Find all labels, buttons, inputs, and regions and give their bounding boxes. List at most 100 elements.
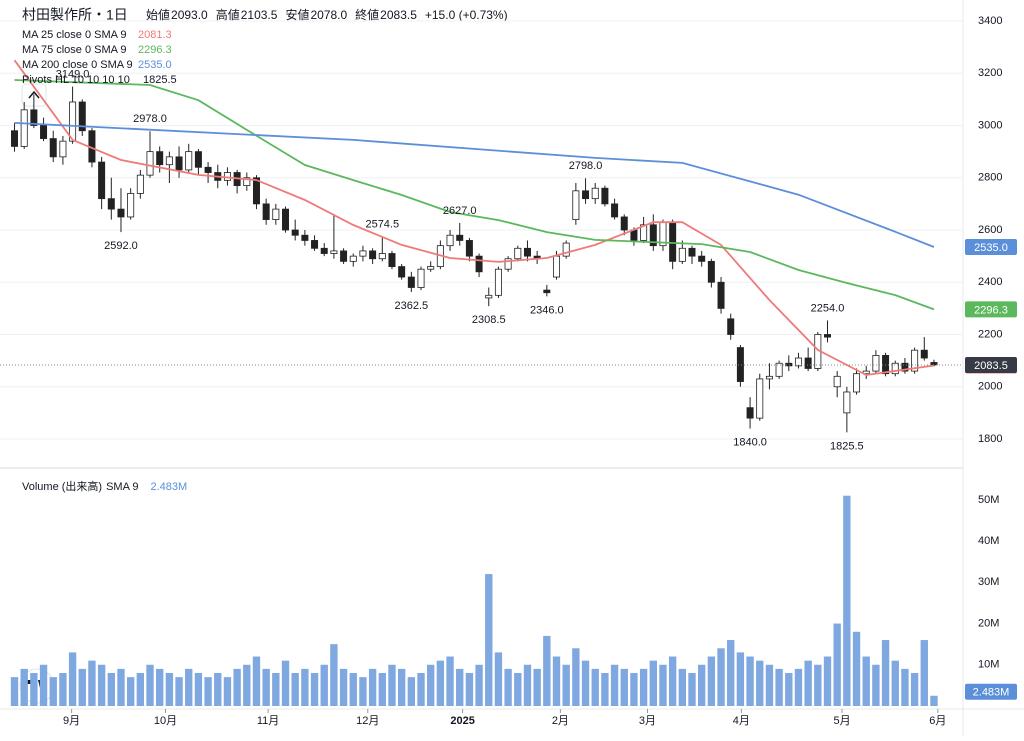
x-tick-label: 2月 <box>552 715 569 727</box>
candle-body <box>69 101 77 142</box>
last-price-badge: 2083.5 <box>974 360 1008 372</box>
candle-body <box>582 190 590 200</box>
volume-bar <box>175 677 183 706</box>
candle-body <box>78 101 86 132</box>
pivot-label: 2254.0 <box>811 302 845 314</box>
candle-body <box>378 253 386 260</box>
candle-body <box>407 276 415 288</box>
candle-body <box>388 253 396 267</box>
volume-bar <box>514 673 522 706</box>
candle-body <box>794 357 802 367</box>
legend-name: MA 25 close 0 SMA 9 <box>22 29 127 41</box>
volume-bar <box>107 673 115 706</box>
volume-bar <box>552 656 561 706</box>
volume-bar <box>291 673 299 706</box>
candle-body <box>485 294 493 299</box>
volume-bar <box>117 668 125 706</box>
candle-body <box>707 260 715 283</box>
volume-bar <box>446 656 454 706</box>
volume-bar <box>49 677 57 706</box>
candle-body <box>785 362 793 367</box>
candle-body <box>262 203 270 220</box>
volume-badge: 2.483M <box>973 687 1010 699</box>
volume-bar <box>736 652 745 706</box>
x-tick-label: 2025 <box>450 715 474 727</box>
volume-bar <box>804 660 812 706</box>
candle-body <box>98 161 106 200</box>
candle-body <box>40 125 48 139</box>
candle-body <box>243 177 251 186</box>
candle-body <box>543 289 551 294</box>
volume-bar <box>746 656 754 706</box>
candle-body <box>175 156 183 171</box>
candle-body <box>427 266 435 270</box>
volume-bar <box>756 660 764 706</box>
volume-bar <box>814 664 822 706</box>
candle-body <box>117 208 125 218</box>
last-price-badge-bg <box>965 356 1017 373</box>
candle-body <box>417 268 425 288</box>
candle-body <box>30 109 38 126</box>
x-tick-label: 12月 <box>356 715 379 727</box>
volume-bar <box>339 668 348 706</box>
candle-body <box>475 255 483 273</box>
volume-bar <box>610 664 619 706</box>
candle-body <box>553 255 561 278</box>
candle-body <box>156 151 164 166</box>
volume-bar <box>20 668 28 706</box>
volume-bar <box>659 664 667 706</box>
volume-bar <box>601 673 609 706</box>
series-badge-bg <box>965 301 1017 318</box>
candle-body <box>688 247 696 257</box>
volume-bar <box>833 623 841 706</box>
volume-bar <box>156 668 164 706</box>
volume-bar <box>639 668 648 706</box>
volume-bar <box>30 673 38 706</box>
volume-bar <box>881 640 890 706</box>
volume-bar <box>775 668 783 706</box>
pivot-label: 2627.0 <box>443 205 477 217</box>
volume-bar <box>523 664 532 706</box>
candle-body <box>911 349 919 372</box>
pivot-label: 3149.0 <box>56 68 90 80</box>
series-badge-bg <box>965 238 1017 255</box>
y-tick-label: 2800 <box>978 172 1002 184</box>
volume-bar <box>10 677 19 706</box>
candle-body <box>252 177 260 205</box>
candle-body <box>127 193 135 218</box>
candle-body <box>494 268 502 296</box>
volume-bar <box>668 656 677 706</box>
pivot-label: 2362.5 <box>395 300 429 312</box>
volume-bar <box>823 656 832 706</box>
volume-badge-bg <box>965 683 1017 700</box>
candle-body <box>136 174 144 194</box>
candle-body <box>359 250 367 257</box>
volume-bar <box>97 664 106 706</box>
volume-bar <box>910 673 919 706</box>
ohlc-value: 2078.0 <box>310 8 347 22</box>
volume-bar <box>243 664 251 706</box>
ma-line <box>14 122 935 248</box>
volume-bar <box>146 664 154 706</box>
volume-bar <box>165 673 174 706</box>
volume-bar <box>407 677 416 706</box>
volume-bar <box>330 644 338 706</box>
pivot-label: 2346.0 <box>530 304 564 316</box>
volume-bar <box>417 673 425 706</box>
volume-bar <box>59 673 67 706</box>
legend-name: MA 75 close 0 SMA 9 <box>22 44 127 56</box>
candle-body <box>291 229 299 236</box>
ohlc-label: 始値 <box>146 7 170 22</box>
volume-bar <box>301 668 309 706</box>
candle-body <box>572 190 580 220</box>
volume-bar <box>862 656 870 706</box>
volume-bar <box>349 673 357 706</box>
volume-bar <box>852 631 861 706</box>
candle-body <box>349 255 357 262</box>
legend-value: 2296.3 <box>138 44 172 56</box>
volume-bar <box>233 668 241 706</box>
candle-body <box>736 347 744 382</box>
volume-bar <box>204 677 212 706</box>
